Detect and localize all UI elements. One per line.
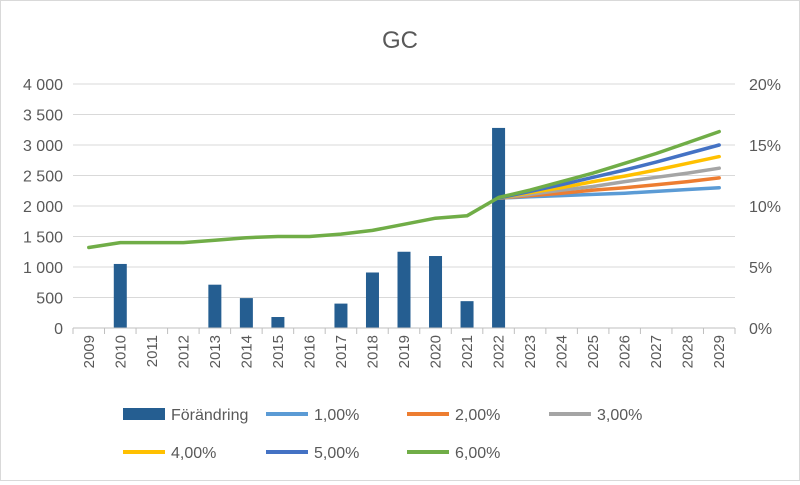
legend-item-1,00%: 1,00% (266, 407, 359, 424)
y-left-tick-label: 4 000 (23, 77, 63, 94)
x-tick-label: 2012 (175, 335, 192, 368)
legend-item-6,00%: 6,00% (407, 445, 500, 462)
legend-label: 3,00% (597, 407, 642, 424)
x-tick-label: 2015 (270, 335, 287, 368)
y-left-tick-label: 3 500 (23, 108, 63, 125)
y-left-tick-label: 0 (54, 321, 63, 338)
x-tick-label: 2016 (301, 335, 318, 368)
y-left-tick-label: 3 000 (23, 138, 63, 155)
legend-label: Förändring (171, 407, 248, 424)
y-right-tick-label: 20% (749, 77, 781, 94)
legend-item-Förändring: Förändring (123, 407, 248, 424)
legend-item-3,00%: 3,00% (549, 407, 642, 424)
x-tick-label: 2026 (617, 335, 634, 368)
x-tick-label: 2025 (585, 335, 602, 368)
axis-layer: 0 500 1 000 1 500 2 000 2 500 3 000 3 500 4 000 0… (23, 77, 781, 368)
x-tick-label: 2029 (711, 335, 728, 368)
x-tick-label: 2014 (238, 335, 255, 368)
legend-label: 5,00% (314, 445, 359, 462)
x-tick-label: 2009 (81, 335, 98, 368)
legend-swatch (123, 408, 165, 420)
chart-title: GC (382, 27, 418, 54)
x-tick-label: 2019 (396, 335, 413, 368)
x-tick-label: 2022 (491, 335, 508, 368)
legend-item-5,00%: 5,00% (266, 445, 359, 462)
line-layer (87, 129, 721, 250)
bar-2010 (113, 263, 127, 328)
bar-2015 (271, 317, 285, 328)
legend-item-2,00%: 2,00% (407, 407, 500, 424)
series-line-3,00% (496, 166, 721, 200)
x-tick-label: 2018 (364, 335, 381, 368)
bar-2020 (429, 256, 443, 328)
y-left-tick-label: 2 500 (23, 169, 63, 186)
bar-2021 (460, 301, 474, 328)
grid-layer (73, 83, 735, 298)
y-right-tick-label: 0% (749, 321, 772, 338)
y-left-tick-label: 500 (36, 291, 63, 308)
x-tick-label: 2024 (554, 335, 571, 368)
y-left-tick-label: 2 000 (23, 199, 63, 216)
legend-label: 2,00% (455, 407, 500, 424)
y-left-tick-label: 1 000 (23, 260, 63, 277)
bar-2019 (397, 251, 411, 328)
x-tick-label: 2028 (680, 335, 697, 368)
legend-label: 6,00% (455, 445, 500, 462)
series-line-6,00% (87, 129, 721, 250)
bar-layer (113, 127, 506, 328)
x-tick-label: 2010 (112, 335, 129, 368)
bar-2022 (492, 127, 506, 328)
bar-2014 (239, 298, 253, 328)
x-tick-label: 2027 (648, 335, 665, 368)
x-tick-label: 2020 (428, 335, 445, 368)
x-tick-label: 2011 (144, 335, 161, 367)
y-left-tick-label: 1 500 (23, 230, 63, 247)
legend-label: 4,00% (171, 445, 216, 462)
y-right-tick-label: 10% (749, 199, 781, 216)
x-tick-label: 2017 (333, 335, 350, 368)
y-right-tick-label: 5% (749, 260, 772, 277)
x-tick-label: 2021 (459, 335, 476, 368)
bar-2017 (334, 303, 348, 328)
bar-2013 (208, 284, 222, 328)
x-tick-label: 2023 (522, 335, 539, 368)
legend-label: 1,00% (314, 407, 359, 424)
x-tick-label: 2013 (207, 335, 224, 368)
legend-item-4,00%: 4,00% (123, 445, 216, 462)
bar-2018 (365, 272, 379, 328)
y-right-tick-label: 15% (749, 138, 781, 155)
legend: Förändring 1,00% 2,00% 3,00% 4,00% 5,00% 6,00% (123, 407, 642, 462)
